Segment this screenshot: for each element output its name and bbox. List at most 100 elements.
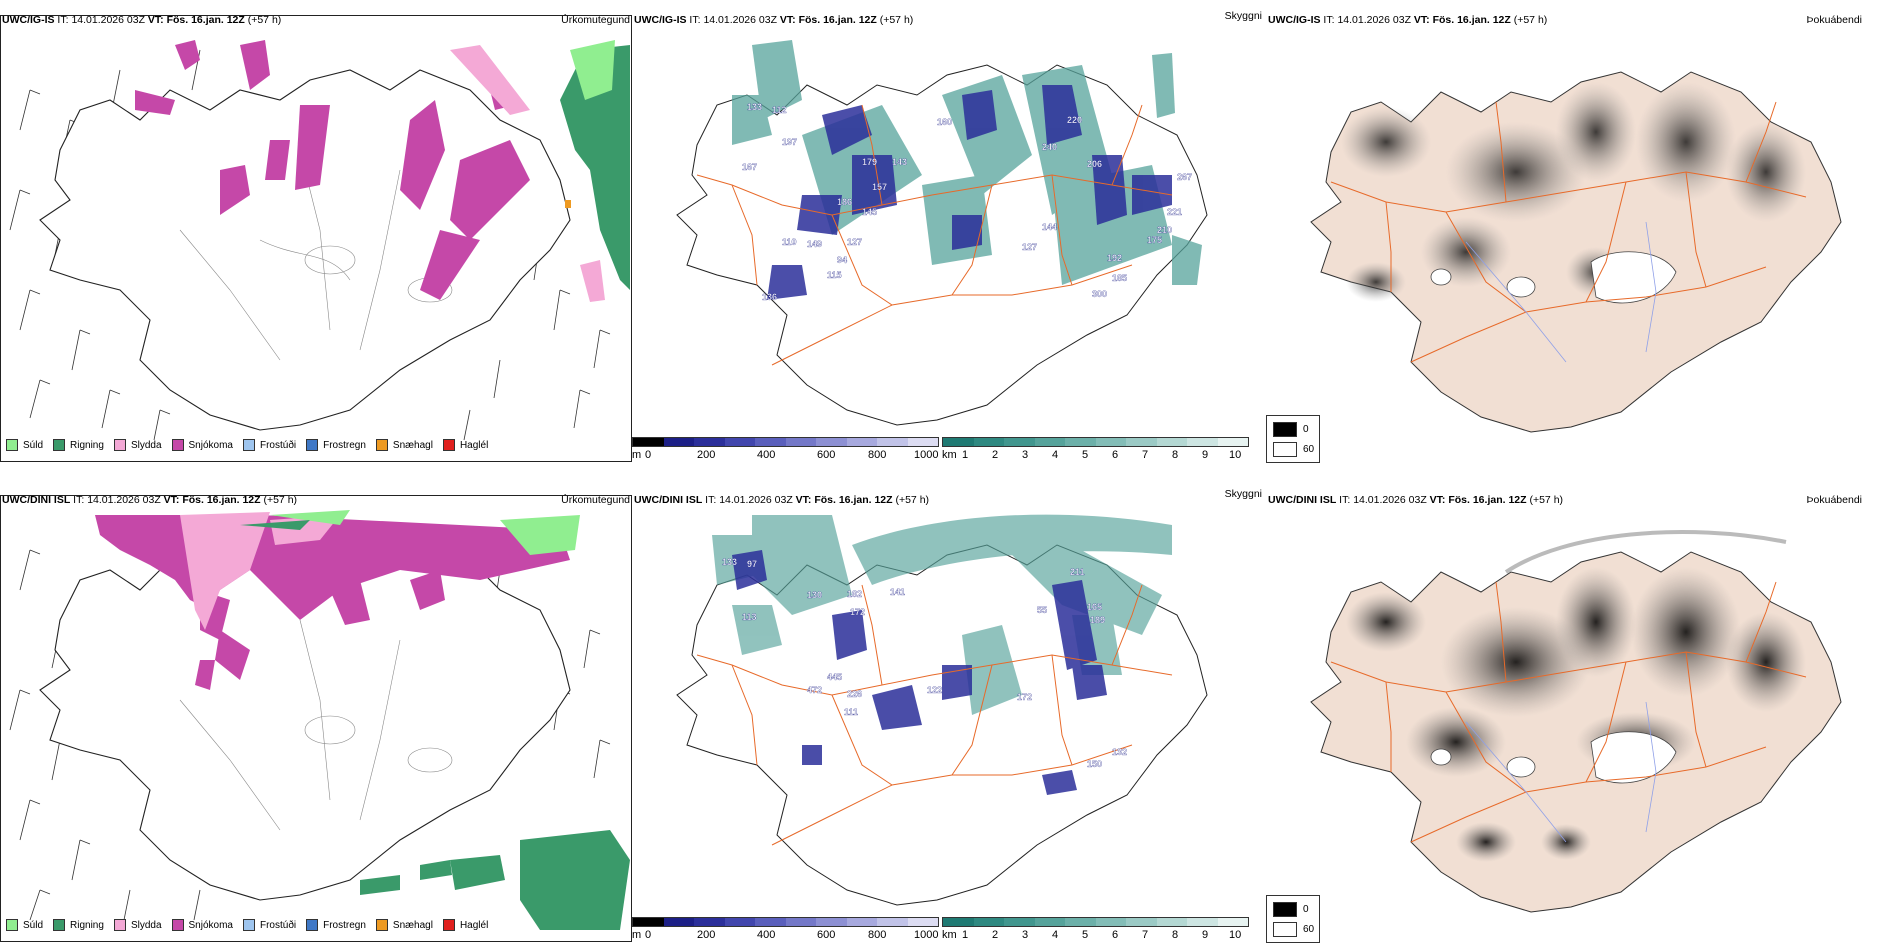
ceiling-label: 186: [837, 197, 852, 207]
rivers: [1465, 701, 1657, 843]
panel-header: UWC/DINI ISL IT: 14.01.2026 03Z VT: Fös.…: [634, 488, 1262, 506]
ceiling-areas: [732, 550, 1107, 795]
legend-suld: Súld: [6, 919, 43, 931]
visibility-colorbar: km 1 2 3 4 5 6 7 8 9 10: [942, 437, 1249, 465]
ceiling-value-labels: 133 112 197 167 179 143 160 157 186 145 …: [742, 102, 1192, 302]
legend-frostudi: Frostúði: [242, 919, 296, 931]
visibility-unit: km: [942, 929, 957, 941]
ceiling-unit: m: [632, 929, 642, 941]
map-frame: [0, 495, 632, 942]
panel-title: Skyggni: [1224, 488, 1262, 500]
panel-title: Þokuábendi: [1806, 494, 1862, 506]
ceiling-label: 185: [1112, 273, 1127, 283]
panel-title: Úrkomutegund: [561, 14, 630, 26]
ceiling-label: 192: [1107, 253, 1122, 263]
legend-frostregn: Frostregn: [306, 919, 366, 931]
fog-panel-row1: UWC/IG-IS IT: 14.01.2026 03Z VT: Fös. 16…: [1266, 10, 1900, 465]
panel-header: UWC/IG-IS IT: 14.01.2026 03Z VT: Fös. 16…: [1268, 14, 1862, 26]
legend-slydda: Slydda: [113, 919, 162, 931]
precip-type-panel-row1: UWC/IG-IS IT: 14.01.2026 03Z VT: Fös. 16…: [0, 10, 632, 465]
wind-barbs: [9, 549, 611, 921]
panel-header: UWC/DINI ISL IT: 14.01.2026 03Z VT: Fös.…: [2, 494, 630, 506]
ceiling-colorbar: m 0 200 400 600 800 1000: [632, 437, 939, 465]
ceiling-label: 182: [847, 589, 862, 599]
ceiling-label: 145: [862, 207, 877, 217]
panel-header: UWC/IG-IS IT: 14.01.2026 03Z VT: Fös. 16…: [634, 10, 1262, 26]
fog-legend: 0 60: [1266, 895, 1320, 943]
precip-legend: Súld Rigning Slydda Snjókoma Frostúði Fr…: [6, 439, 488, 451]
wind-barbs: [9, 49, 611, 441]
visibility-panel-row2: UWC/DINI ISL IT: 14.01.2026 03Z VT: Fös.…: [632, 488, 1264, 945]
ceiling-label: 141: [890, 587, 905, 597]
ceiling-label: 445: [827, 672, 842, 682]
slydda-areas: [450, 45, 605, 302]
visibility-map-row2: 133 97 130 113 182 172 141 445 472 226 1…: [676, 514, 1208, 906]
ceiling-label: 267: [1177, 172, 1192, 182]
ceiling-label: 112: [772, 105, 787, 115]
ceiling-label: 127: [847, 237, 862, 247]
ceiling-label: 221: [1167, 207, 1182, 217]
fog-panel-row2: UWC/DINI ISL IT: 14.01.2026 03Z VT: Fös.…: [1266, 490, 1900, 945]
ceiling-label: 211: [1070, 567, 1085, 577]
model-name: UWC/IG-IS: [2, 14, 55, 26]
ceiling-label: 122: [927, 685, 942, 695]
precip-type-panel-row2: UWC/DINI ISL IT: 14.01.2026 03Z VT: Fös.…: [0, 490, 632, 945]
ceiling-label: 55: [1037, 605, 1047, 615]
fog-map-row1: [1310, 71, 1842, 433]
legend-frostudi: Frostúði: [242, 439, 296, 451]
ceiling-value-labels: 133 97 130 113 182 172 141 445 472 226 1…: [722, 557, 1127, 769]
ceiling-label: 132: [1112, 747, 1127, 757]
panel-title: Þokuábendi: [1806, 14, 1862, 26]
legend-suld: Súld: [6, 439, 43, 451]
ceiling-label: 160: [937, 117, 952, 127]
snjokoma-areas: [135, 40, 530, 300]
map-frame: [0, 15, 632, 462]
panel-title: Skyggni: [1224, 10, 1262, 22]
ceiling-label: 206: [1087, 159, 1102, 169]
rigning-areas: [560, 45, 630, 290]
roads: [696, 104, 1173, 366]
ceiling-label: 127: [1022, 242, 1037, 252]
ceiling-label: 150: [1087, 759, 1102, 769]
legend-rigning: Rigning: [53, 919, 104, 931]
ceiling-label: 136: [762, 292, 777, 302]
rigning-areas: [240, 520, 630, 930]
ceiling-label: 179: [862, 157, 877, 167]
precip-map-row1: [9, 40, 630, 441]
fog-arc: [1504, 530, 1787, 574]
panel-header: UWC/DINI ISL IT: 14.01.2026 03Z VT: Fös.…: [1268, 494, 1862, 506]
ceiling-label: 133: [747, 102, 762, 112]
legend-haglel: Haglél: [442, 919, 488, 931]
ceiling-label: 220: [1067, 115, 1082, 125]
ceiling-label: 172: [1017, 692, 1032, 702]
panel-title: Úrkomutegund: [561, 494, 630, 506]
visibility-areas: [712, 514, 1172, 715]
ice-caps: [1430, 251, 1677, 304]
panel-header: UWC/IG-IS IT: 14.01.2026 03Z VT: Fös. 16…: [2, 14, 630, 26]
suld-areas: [270, 510, 580, 555]
ceiling-label: 165: [1087, 602, 1102, 612]
ceiling-label: 197: [782, 137, 797, 147]
ice-caps: [1430, 731, 1677, 784]
fog-map-row2: [1310, 530, 1842, 913]
visibility-unit: km: [942, 449, 957, 461]
ceiling-colorbar: m 0 200 400 600 800 1000: [632, 917, 939, 945]
ceiling-label: 111: [844, 707, 858, 717]
model-name: UWC/DINI ISL: [2, 494, 71, 506]
ceiling-label: 157: [872, 182, 887, 192]
ceiling-label: 130: [807, 590, 822, 600]
snaehagl-area: [565, 200, 571, 208]
rivers: [1465, 221, 1657, 363]
roads: [1330, 581, 1807, 843]
ceiling-label: 240: [1042, 142, 1057, 152]
ceiling-label: 144: [1042, 222, 1057, 232]
ceiling-label: 175: [1147, 235, 1162, 245]
legend-snjokoma: Snjókoma: [171, 919, 233, 931]
ceiling-label: 210: [1157, 225, 1172, 235]
ceiling-label: 472: [807, 685, 822, 695]
visibility-panel-row1: UWC/IG-IS IT: 14.01.2026 03Z VT: Fös. 16…: [632, 10, 1264, 465]
ceiling-label: 143: [892, 157, 907, 167]
legend-haglel: Haglél: [442, 439, 488, 451]
ceiling-label: 133: [722, 557, 737, 567]
legend-snjokoma: Snjókoma: [171, 439, 233, 451]
